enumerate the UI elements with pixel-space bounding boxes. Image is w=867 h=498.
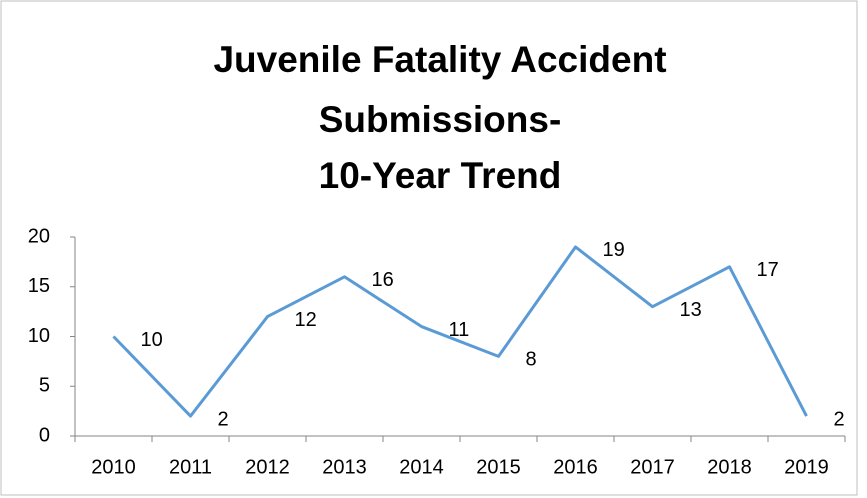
x-tick-label: 2010 bbox=[91, 456, 136, 478]
data-label: 16 bbox=[372, 269, 394, 291]
data-label: 10 bbox=[141, 329, 163, 351]
data-label: 19 bbox=[603, 239, 625, 261]
data-label: 8 bbox=[526, 349, 537, 371]
data-label: 11 bbox=[449, 319, 470, 341]
x-tick-label: 2014 bbox=[399, 456, 444, 478]
x-tick-label: 2016 bbox=[553, 456, 598, 478]
x-tick-label: 2015 bbox=[476, 456, 521, 478]
x-tick-label: 2017 bbox=[630, 456, 675, 478]
chart-title: Juvenile Fatality Accident bbox=[213, 39, 666, 80]
data-label: 12 bbox=[295, 309, 317, 331]
x-tick-label: 2011 bbox=[169, 456, 212, 478]
y-tick-label: 0 bbox=[39, 424, 50, 446]
x-tick-label: 2013 bbox=[322, 456, 367, 478]
chart-title: Submissions- bbox=[319, 99, 562, 140]
y-tick-label: 10 bbox=[28, 325, 50, 347]
chart-title: 10-Year Trend bbox=[319, 155, 562, 196]
data-label: 17 bbox=[757, 259, 779, 281]
x-tick-label: 2012 bbox=[245, 456, 290, 478]
x-tick-label: 2018 bbox=[707, 456, 752, 478]
data-label: 13 bbox=[680, 299, 702, 321]
data-line bbox=[112, 245, 808, 418]
y-tick-label: 20 bbox=[28, 225, 50, 247]
x-tick-label: 2019 bbox=[784, 456, 829, 478]
y-tick-label: 15 bbox=[28, 275, 50, 297]
data-label: 2 bbox=[218, 408, 229, 430]
data-label: 2 bbox=[834, 408, 845, 430]
y-tick-label: 5 bbox=[39, 375, 50, 397]
